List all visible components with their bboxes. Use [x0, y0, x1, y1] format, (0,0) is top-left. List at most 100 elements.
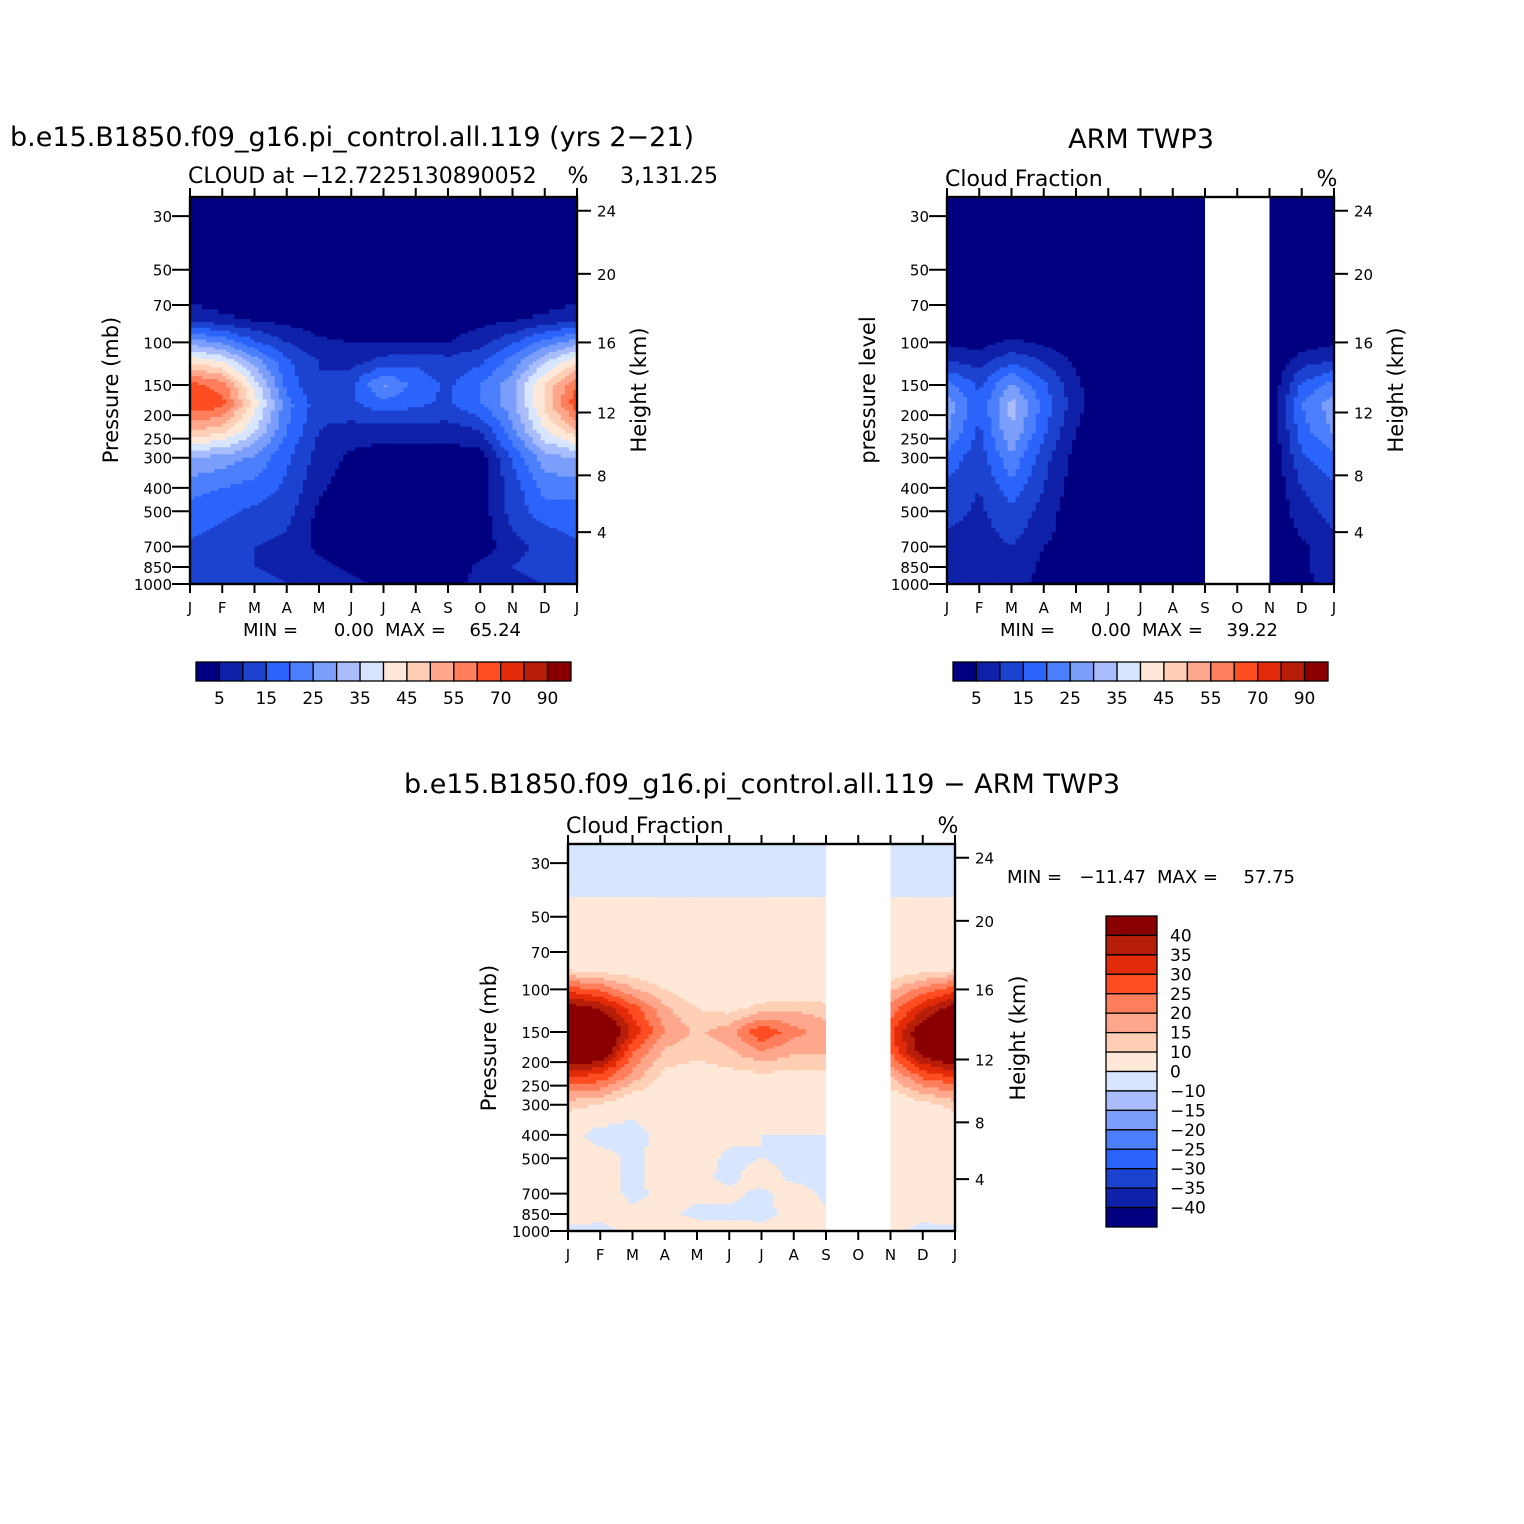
model-cell: [529, 213, 534, 218]
model-cell: [267, 250, 272, 257]
model-cell: [525, 221, 530, 226]
model-cell: [214, 285, 219, 291]
model-cell: [496, 299, 501, 305]
model-cell: [363, 232, 368, 239]
model-cell: [521, 201, 526, 206]
model-cell: [303, 290, 308, 296]
model-cell: [339, 314, 344, 320]
model-cell: [456, 299, 461, 305]
model-cell: [295, 250, 300, 257]
model-cell: [440, 274, 445, 281]
model-cell: [267, 262, 272, 269]
model-cell: [440, 209, 445, 214]
model-cell: [416, 205, 421, 210]
model-cell: [392, 201, 397, 206]
model-cell: [384, 205, 389, 210]
model-cell: [234, 274, 239, 281]
model-cell: [222, 285, 227, 291]
model-cell: [202, 221, 207, 226]
model-cell: [508, 228, 513, 233]
model-cell: [206, 299, 211, 305]
model-cell: [412, 299, 417, 305]
model-cell: [496, 221, 501, 226]
model-cell: [541, 213, 546, 218]
model-cell: [537, 225, 542, 230]
model-cell: [230, 290, 235, 296]
model-cell: [303, 294, 308, 300]
model-cell: [379, 262, 384, 269]
model-cell: [315, 250, 320, 257]
model-cell: [202, 209, 207, 214]
model-cell: [367, 209, 372, 214]
model-cell: [311, 250, 316, 257]
model-cell: [400, 244, 405, 251]
model-cell: [327, 262, 332, 269]
model-cell: [504, 280, 509, 286]
model-cell: [242, 217, 247, 222]
model-cell: [488, 225, 493, 230]
model-cell: [472, 217, 477, 222]
model-cell: [242, 201, 247, 206]
model-cell: [400, 225, 405, 230]
model-cell: [432, 232, 437, 239]
model-cell: [250, 299, 255, 305]
model-cell: [525, 290, 530, 296]
model-cell: [371, 205, 376, 210]
model-cell: [319, 201, 324, 206]
model-cell: [533, 217, 538, 222]
model-cell: [533, 268, 538, 275]
model-cell: [456, 294, 461, 300]
model-cell: [347, 205, 352, 210]
model-cell: [436, 314, 441, 320]
model-cell: [541, 290, 546, 296]
model-cell: [255, 205, 260, 210]
model-cell: [476, 201, 481, 206]
model-cell: [569, 299, 574, 305]
model-cell: [525, 201, 530, 206]
model-cell: [408, 232, 413, 239]
model-cell: [315, 256, 320, 263]
model-cell: [436, 294, 441, 300]
model-cell: [480, 217, 485, 222]
model-cell: [504, 299, 509, 305]
model-cell: [404, 262, 409, 269]
model-cell: [500, 225, 505, 230]
model-cell: [549, 262, 554, 269]
model-cell: [271, 299, 276, 305]
model-cell: [432, 262, 437, 269]
model-cell: [279, 205, 284, 210]
model-cell: [537, 201, 542, 206]
model-cell: [359, 217, 364, 222]
model-cell: [436, 238, 441, 245]
model-cell: [307, 205, 312, 210]
model-cell: [424, 285, 429, 291]
model-cell: [299, 304, 304, 310]
model-cell: [521, 262, 526, 269]
model-cell: [537, 274, 542, 281]
model-cell: [448, 238, 453, 245]
model-cell: [275, 250, 280, 257]
model-cell: [517, 314, 522, 320]
model-cell: [259, 228, 264, 233]
model-cell: [500, 217, 505, 222]
model-cell: [202, 232, 207, 239]
model-cell: [275, 256, 280, 263]
model-cell: [464, 238, 469, 245]
model-cell: [476, 262, 481, 269]
model-cell: [339, 205, 344, 210]
model-cell: [533, 238, 538, 245]
model-cell: [315, 225, 320, 230]
model-cell: [287, 309, 292, 315]
model-cell: [371, 262, 376, 269]
model-cell: [541, 201, 546, 206]
model-cell: [384, 274, 389, 281]
model-cell: [408, 262, 413, 269]
model-cell: [529, 209, 534, 214]
model-cell: [525, 294, 530, 300]
model-cell: [259, 299, 264, 305]
model-cell: [287, 205, 292, 210]
model-cell: [521, 299, 526, 305]
model-cell: [222, 217, 227, 222]
model-cell: [295, 228, 300, 233]
model-cell: [238, 244, 243, 251]
